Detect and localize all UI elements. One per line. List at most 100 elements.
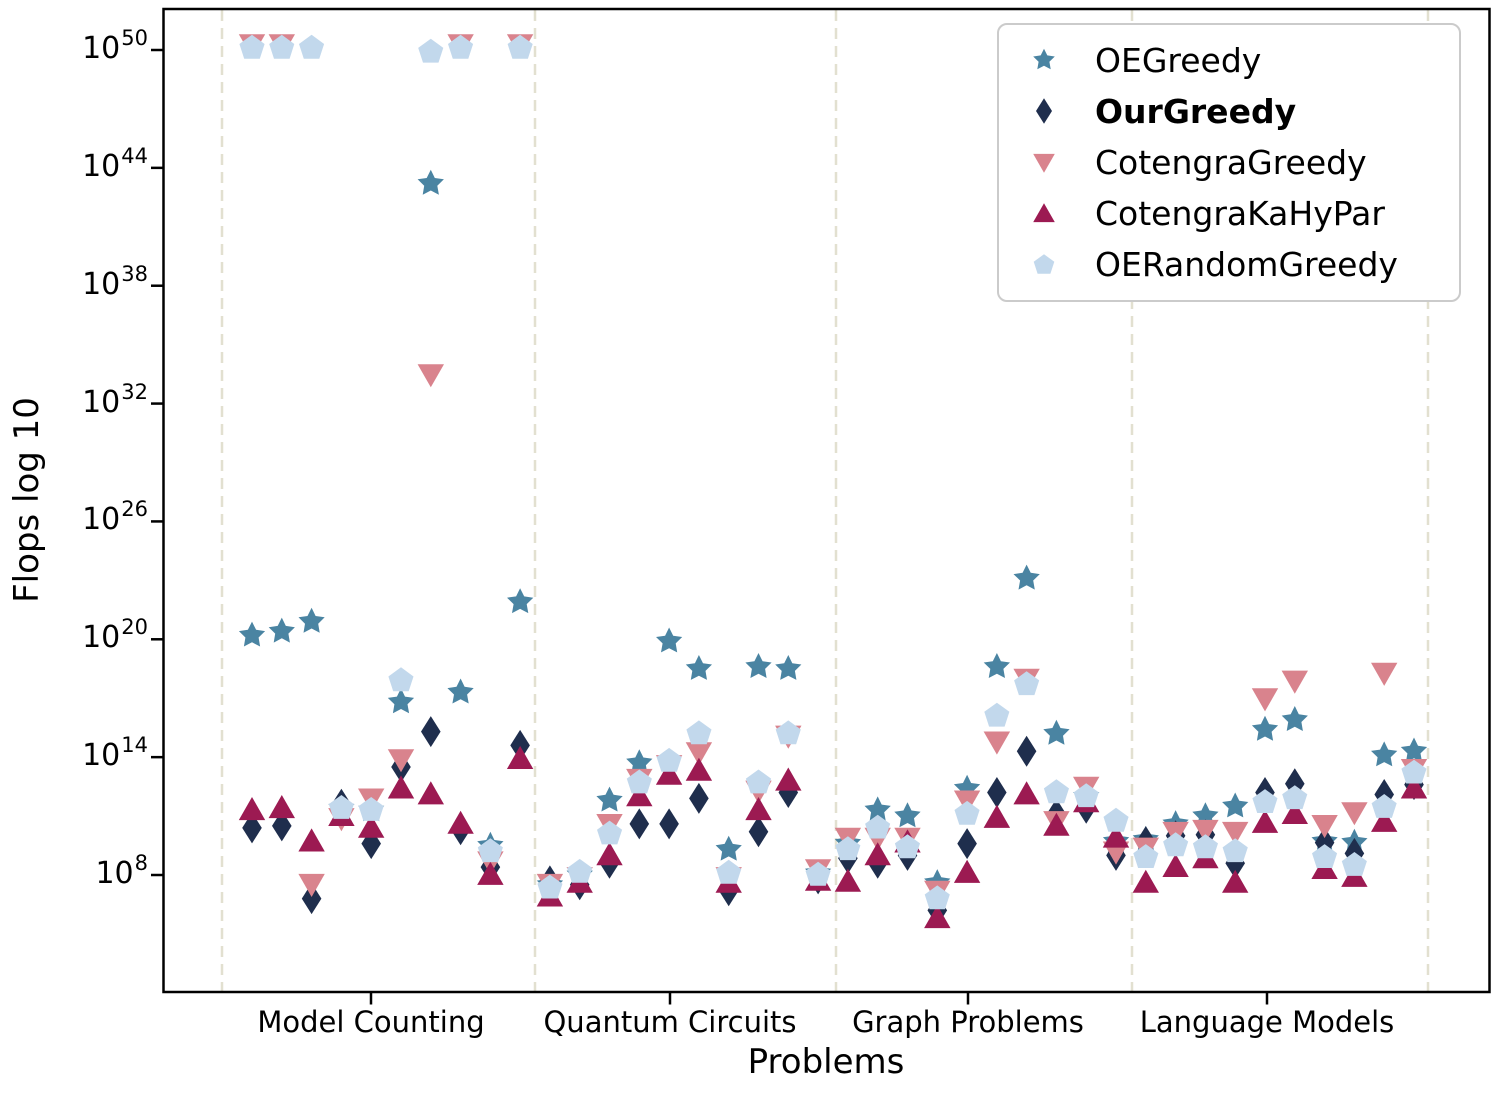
- marker-cotengrakahypar: [924, 905, 951, 929]
- marker-cotengrakahypar: [1013, 781, 1040, 805]
- legend-item-cotengrakahypar: CotengraKaHyPar: [999, 194, 1459, 234]
- marker-oegreedy: [417, 169, 444, 195]
- marker-oegreedy: [775, 655, 802, 680]
- marker-oerandomgreedy: [626, 769, 652, 794]
- marker-oerandomgreedy: [1103, 807, 1129, 832]
- marker-oerandomgreedy: [299, 34, 325, 59]
- category-label-quantum-circuits: Quantum Circuits: [543, 1005, 797, 1039]
- marker-cotengragreedy: [298, 873, 325, 897]
- marker-ourgreedy: [510, 729, 530, 761]
- marker-oegreedy: [1251, 715, 1279, 741]
- marker-cotengragreedy: [1341, 802, 1368, 826]
- legend-label: OERandomGreedy: [1095, 245, 1398, 285]
- marker-ourgreedy: [987, 777, 1007, 808]
- marker-oerandomgreedy: [567, 858, 593, 883]
- marker-oerandomgreedy: [1192, 834, 1218, 859]
- marker-oegreedy: [715, 835, 742, 861]
- y-tick-label: 1044: [82, 143, 148, 184]
- marker-oegreedy: [447, 678, 474, 704]
- marker-ourgreedy: [421, 716, 441, 748]
- marker-cotengrakahypar: [268, 795, 295, 819]
- y-tick-label: 1032: [82, 379, 148, 420]
- marker-oegreedy: [656, 627, 683, 653]
- marker-oegreedy: [298, 607, 325, 633]
- marker-ourgreedy: [272, 810, 292, 842]
- y-axis-ticks: [151, 48, 164, 877]
- marker-oegreedy: [685, 655, 712, 680]
- marker-oerandomgreedy: [448, 34, 474, 59]
- marker-oegreedy: [1371, 741, 1398, 767]
- marker-oerandomgreedy: [388, 667, 414, 692]
- marker-oerandomgreedy: [686, 720, 712, 745]
- marker-cotengrakahypar: [387, 775, 415, 799]
- marker-oerandomgreedy: [1163, 832, 1189, 857]
- legend-item-cotengragreedy: CotengraGreedy: [999, 142, 1459, 182]
- marker-cotengrakahypar: [417, 781, 444, 805]
- marker-oerandomgreedy: [269, 34, 295, 59]
- marker-oegreedy: [1013, 564, 1040, 590]
- marker-oerandomgreedy: [239, 34, 265, 59]
- marker-cotengrakahypar: [447, 810, 474, 834]
- marker-cotengrakahypar: [298, 828, 325, 852]
- marker-cotengragreedy: [1311, 815, 1338, 839]
- marker-cotengrakahypar: [596, 842, 623, 866]
- marker-ourgreedy: [689, 782, 709, 814]
- marker-oegreedy: [387, 688, 415, 714]
- marker-oerandomgreedy: [507, 34, 533, 59]
- marker-ourgreedy: [748, 816, 769, 848]
- y-tick-label: 1050: [82, 26, 148, 66]
- marker-cotengrakahypar: [1400, 775, 1428, 799]
- y-tick-label: 108: [95, 851, 148, 891]
- marker-oerandomgreedy: [924, 885, 950, 910]
- marker-cotengrakahypar: [506, 745, 534, 769]
- marker-oerandomgreedy: [1222, 838, 1248, 863]
- marker-oegreedy: [745, 653, 772, 678]
- marker-oerandomgreedy: [1043, 779, 1069, 804]
- legend-item-ourgreedy: OurGreedy: [999, 91, 1459, 131]
- marker-oegreedy: [268, 617, 295, 643]
- category-label-language-models: Language Models: [1139, 1005, 1395, 1039]
- y-tick-label: 1014: [82, 733, 148, 774]
- marker-cotengrakahypar: [477, 861, 504, 885]
- marker-cotengrakahypar: [1251, 809, 1279, 833]
- x-axis-ticks: [369, 992, 1269, 1005]
- marker-cotengrakahypar: [1162, 853, 1189, 877]
- marker-oerandomgreedy: [805, 861, 831, 886]
- marker-oerandomgreedy: [477, 838, 503, 863]
- marker-oerandomgreedy: [954, 800, 980, 825]
- marker-oerandomgreedy: [1073, 783, 1099, 808]
- marker-oerandomgreedy: [1341, 852, 1367, 876]
- category-label-graph-problems: Graph Problems: [852, 1005, 1084, 1039]
- legend-label: OurGreedy: [1095, 91, 1297, 131]
- legend-item-oegreedy: OEGreedy: [999, 40, 1459, 80]
- marker-cotengrakahypar: [1132, 869, 1159, 893]
- marker-cotengrakahypar: [1102, 824, 1130, 848]
- marker-oerandomgreedy: [656, 747, 682, 772]
- y-tick-label: 1026: [82, 497, 148, 538]
- marker-ourgreedy: [957, 828, 977, 860]
- star-icon: [1021, 40, 1067, 80]
- marker-cotengrakahypar: [864, 842, 891, 866]
- marker-cotengragreedy: [1222, 821, 1249, 845]
- marker-cotengrakahypar: [953, 859, 981, 883]
- marker-oerandomgreedy: [865, 814, 891, 839]
- series-ourgreedy-markers: [242, 716, 1424, 926]
- marker-cotengrakahypar: [1371, 808, 1398, 832]
- marker-ourgreedy: [1016, 735, 1037, 767]
- legend-label: OEGreedy: [1095, 40, 1262, 80]
- marker-cotengrakahypar: [238, 797, 266, 821]
- marker-cotengrakahypar: [685, 757, 713, 781]
- y-axis-title: Flops log 10: [7, 397, 47, 603]
- pentagon-icon: [1021, 245, 1067, 285]
- marker-cotengrakahypar: [1222, 869, 1249, 893]
- marker-oerandomgreedy: [835, 836, 861, 861]
- marker-oerandomgreedy: [1371, 794, 1397, 818]
- marker-oerandomgreedy: [1312, 844, 1338, 868]
- marker-cotengrakahypar: [655, 761, 683, 785]
- marker-cotengrakahypar: [834, 868, 862, 892]
- marker-cotengragreedy: [685, 742, 713, 766]
- marker-cotengrakahypar: [775, 767, 802, 791]
- marker-oegreedy: [507, 588, 534, 614]
- marker-oerandomgreedy: [418, 38, 444, 63]
- marker-oegreedy: [983, 653, 1010, 678]
